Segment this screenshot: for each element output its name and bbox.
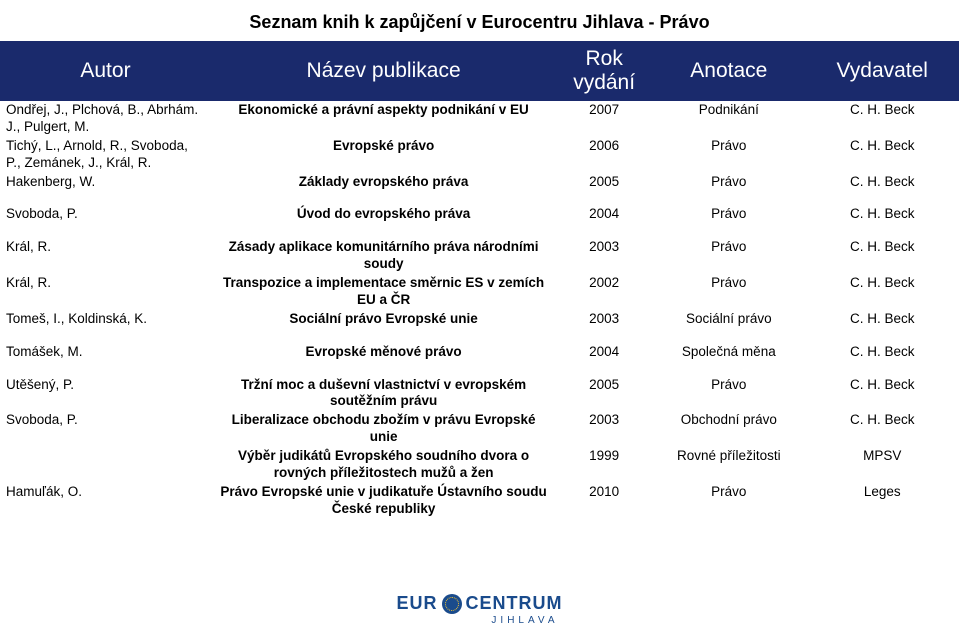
table-row: Utěšený, P.Tržní moc a duševní vlastnict… — [0, 376, 959, 412]
cell-author: Tomeš, I., Koldinská, K. — [0, 310, 211, 329]
col-publisher: Vydavatel — [806, 41, 959, 101]
cell-author: Hamuľák, O. — [0, 483, 211, 519]
cell-year: 2007 — [556, 101, 652, 137]
cell-author: Utěšený, P. — [0, 376, 211, 412]
table-row: Ondřej, J., Plchová, B., Abrhám. J., Pul… — [0, 101, 959, 137]
table-row: Hamuľák, O.Právo Evropské unie v judikat… — [0, 483, 959, 519]
cell-title: Tržní moc a duševní vlastnictví v evrops… — [211, 376, 556, 412]
table-row — [0, 362, 959, 376]
cell-annotation: Obchodní právo — [652, 411, 805, 447]
cell-publisher: C. H. Beck — [806, 343, 959, 362]
cell-year: 2004 — [556, 205, 652, 224]
cell-annotation: Právo — [652, 238, 805, 274]
eu-stars-icon — [442, 594, 462, 614]
table-row: Výběr judikátů Evropského soudního dvora… — [0, 447, 959, 483]
cell-annotation: Právo — [652, 274, 805, 310]
cell-title: Základy evropského práva — [211, 173, 556, 192]
cell-annotation: Právo — [652, 205, 805, 224]
cell-annotation: Právo — [652, 137, 805, 173]
cell-author: Král, R. — [0, 274, 211, 310]
logo-text-right: CENTRUM — [466, 593, 563, 614]
table-row: Tomeš, I., Koldinská, K.Sociální právo E… — [0, 310, 959, 329]
cell-year: 2003 — [556, 310, 652, 329]
page-title: Seznam knih k zapůjčení v Eurocentru Jih… — [0, 0, 959, 41]
cell-year: 2004 — [556, 343, 652, 362]
cell-author: Svoboda, P. — [0, 411, 211, 447]
cell-annotation: Sociální právo — [652, 310, 805, 329]
table-row: Svoboda, P.Úvod do evropského práva2004P… — [0, 205, 959, 224]
cell-year: 2010 — [556, 483, 652, 519]
cell-author: Hakenberg, W. — [0, 173, 211, 192]
cell-title: Úvod do evropského práva — [211, 205, 556, 224]
cell-publisher: C. H. Beck — [806, 137, 959, 173]
cell-publisher: C. H. Beck — [806, 101, 959, 137]
cell-year: 2002 — [556, 274, 652, 310]
cell-annotation: Právo — [652, 483, 805, 519]
table-row — [0, 191, 959, 205]
cell-title: Transpozice a implementace směrnic ES v … — [211, 274, 556, 310]
cell-publisher: C. H. Beck — [806, 411, 959, 447]
cell-author: Tomášek, M. — [0, 343, 211, 362]
table-header-row: Autor Název publikace Rok vydání Anotace… — [0, 41, 959, 101]
cell-publisher: C. H. Beck — [806, 376, 959, 412]
cell-year: 2003 — [556, 411, 652, 447]
table-row — [0, 329, 959, 343]
table-row: Král, R.Transpozice a implementace směrn… — [0, 274, 959, 310]
cell-title: Liberalizace obchodu zbožím v právu Evro… — [211, 411, 556, 447]
cell-title: Zásady aplikace komunitárního práva náro… — [211, 238, 556, 274]
col-title: Název publikace — [211, 41, 556, 101]
cell-publisher: C. H. Beck — [806, 173, 959, 192]
cell-title: Sociální právo Evropské unie — [211, 310, 556, 329]
cell-author: Svoboda, P. — [0, 205, 211, 224]
cell-publisher: C. H. Beck — [806, 310, 959, 329]
table-row — [0, 224, 959, 238]
col-author: Autor — [0, 41, 211, 101]
eurocentrum-logo: EUR CENTRUM JIHLAVA — [396, 593, 562, 626]
table-row: Tomášek, M.Evropské měnové právo2004Spol… — [0, 343, 959, 362]
cell-annotation: Společná měna — [652, 343, 805, 362]
table-row: Svoboda, P.Liberalizace obchodu zbožím v… — [0, 411, 959, 447]
cell-author: Král, R. — [0, 238, 211, 274]
cell-title: Právo Evropské unie v judikatuře Ústavní… — [211, 483, 556, 519]
cell-annotation: Právo — [652, 376, 805, 412]
cell-year: 1999 — [556, 447, 652, 483]
cell-title: Výběr judikátů Evropského soudního dvora… — [211, 447, 556, 483]
table-row: Král, R.Zásady aplikace komunitárního pr… — [0, 238, 959, 274]
cell-publisher: MPSV — [806, 447, 959, 483]
cell-title: Evropské právo — [211, 137, 556, 173]
cell-annotation: Právo — [652, 173, 805, 192]
cell-title: Ekonomické a právní aspekty podnikání v … — [211, 101, 556, 137]
cell-year: 2005 — [556, 173, 652, 192]
col-annotation: Anotace — [652, 41, 805, 101]
cell-publisher: C. H. Beck — [806, 205, 959, 224]
cell-publisher: Leges — [806, 483, 959, 519]
cell-publisher: C. H. Beck — [806, 274, 959, 310]
table-row: Hakenberg, W.Základy evropského práva200… — [0, 173, 959, 192]
table-row: Tichý, L., Arnold, R., Svoboda, P., Zemá… — [0, 137, 959, 173]
cell-author: Ondřej, J., Plchová, B., Abrhám. J., Pul… — [0, 101, 211, 137]
cell-year: 2005 — [556, 376, 652, 412]
cell-year: 2003 — [556, 238, 652, 274]
col-year: Rok vydání — [556, 41, 652, 101]
books-table: Autor Název publikace Rok vydání Anotace… — [0, 41, 959, 519]
cell-annotation: Rovné příležitosti — [652, 447, 805, 483]
cell-author — [0, 447, 211, 483]
cell-annotation: Podnikání — [652, 101, 805, 137]
cell-title: Evropské měnové právo — [211, 343, 556, 362]
cell-year: 2006 — [556, 137, 652, 173]
logo-sub: JIHLAVA — [396, 615, 562, 626]
logo-text-left: EUR — [396, 593, 437, 614]
cell-publisher: C. H. Beck — [806, 238, 959, 274]
cell-author: Tichý, L., Arnold, R., Svoboda, P., Zemá… — [0, 137, 211, 173]
